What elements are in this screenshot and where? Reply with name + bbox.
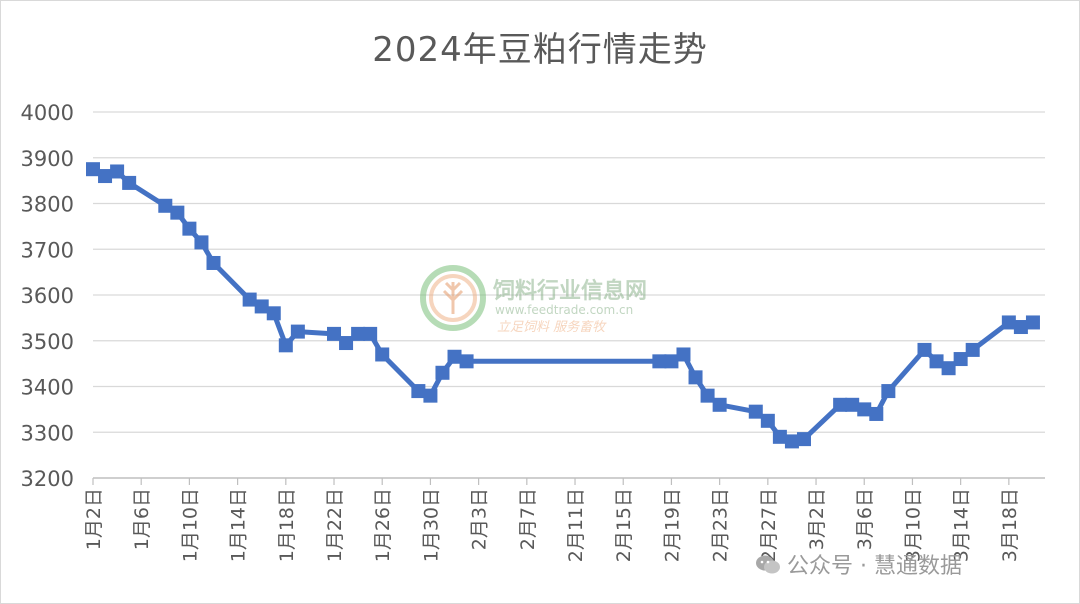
watermark-slogan: 立足饲料 服务畜牧: [497, 319, 607, 335]
data-point-marker: [881, 384, 896, 399]
y-axis: 3200 3300 3400 3500 3600 3700 3800 3900 4000: [21, 101, 74, 491]
y-tick-label: 3700: [21, 238, 74, 262]
data-point-marker: [375, 347, 390, 362]
y-tick-label: 3200: [21, 467, 74, 491]
data-point-marker: [290, 324, 305, 339]
x-tick-label: 3月6日: [854, 488, 876, 550]
data-point-marker: [423, 388, 438, 403]
x-axis: 1月2日 1月6日 1月10日 1月14日 1月18日 1月22日 1月26日 1月30日 2月…: [83, 478, 1021, 562]
data-point-marker: [1013, 320, 1028, 335]
x-tick-label: 2月3日: [469, 488, 491, 550]
data-point-marker: [917, 342, 932, 357]
footer-text: 公众号 · 慧通数据: [787, 554, 962, 579]
data-point-marker: [869, 406, 884, 421]
data-point-marker: [1025, 315, 1040, 330]
series-markers: [86, 162, 1040, 449]
data-point-marker: [242, 292, 257, 307]
x-tick-label: 1月2日: [83, 488, 105, 550]
y-tick-label: 3900: [21, 147, 74, 171]
x-tick-label: 3月10日: [902, 488, 924, 562]
data-point-marker: [652, 354, 667, 369]
x-tick-label: 1月14日: [228, 488, 250, 562]
data-point-marker: [206, 255, 221, 270]
data-point-marker: [86, 162, 100, 177]
data-point-marker: [772, 429, 787, 444]
x-tick-label: 2月11日: [565, 488, 587, 562]
data-point-marker: [339, 336, 354, 351]
wheat-logo-icon: [420, 265, 486, 331]
x-tick-label: 1月18日: [276, 488, 298, 562]
data-point-marker: [266, 306, 281, 321]
y-tick-label: 3400: [21, 376, 74, 400]
data-point-marker: [110, 164, 125, 179]
data-point-marker: [965, 342, 980, 357]
x-tick-label: 1月10日: [179, 488, 201, 562]
data-point-marker: [712, 397, 727, 412]
x-tick-label: 2月15日: [613, 488, 635, 562]
data-point-marker: [833, 397, 848, 412]
x-tick-label: 2月27日: [758, 488, 780, 562]
wechat-icon: [756, 555, 780, 574]
x-tick-label: 3月2日: [806, 488, 828, 550]
data-point-marker: [158, 198, 173, 213]
x-tick-label: 1月22日: [324, 488, 346, 562]
data-point-marker: [122, 175, 137, 190]
x-tick-label: 1月30日: [420, 488, 442, 562]
data-point-marker: [748, 404, 763, 419]
data-point-marker: [194, 235, 209, 250]
data-point-marker: [700, 388, 715, 403]
data-point-marker: [760, 413, 775, 428]
y-tick-label: 3500: [21, 330, 74, 354]
watermark: 饲料行业信息网 www.feedtrade.com.cn 立足饲料 服务畜牧: [420, 265, 647, 335]
x-tick-label: 3月18日: [999, 488, 1021, 562]
y-tick-label: 3800: [21, 193, 74, 217]
data-point-marker: [351, 326, 366, 341]
data-point-marker: [664, 354, 679, 369]
x-tick-label: 2月19日: [661, 488, 683, 562]
data-point-marker: [411, 384, 426, 399]
footer-brand: 公众号 · 慧通数据: [755, 548, 962, 580]
x-tick-label: 2月23日: [710, 488, 732, 562]
chart-title: 2024年豆粕行情走势: [372, 30, 708, 70]
y-tick-label: 3300: [21, 421, 74, 445]
data-point-marker: [254, 299, 269, 314]
data-point-marker: [278, 338, 293, 353]
data-point-marker: [98, 169, 113, 184]
x-tick-label: 1月26日: [372, 488, 394, 562]
data-point-marker: [363, 326, 378, 341]
x-tick-label: 1月6日: [131, 488, 153, 550]
data-point-marker: [676, 347, 691, 362]
data-point-marker: [941, 361, 956, 376]
y-tick-label: 3600: [21, 284, 74, 308]
grid-lines: [93, 111, 1045, 479]
data-point-marker: [459, 354, 474, 369]
data-point-marker: [857, 402, 872, 417]
x-tick-label: 2月7日: [517, 488, 539, 550]
data-point-marker: [796, 432, 811, 447]
x-tick-label: 3月14日: [951, 488, 973, 562]
data-point-marker: [327, 326, 342, 341]
watermark-name: 饲料行业信息网: [492, 278, 647, 304]
data-point-marker: [170, 205, 185, 220]
data-point-marker: [182, 221, 197, 236]
data-point-marker: [845, 397, 860, 412]
data-point-marker: [447, 349, 462, 364]
watermark-url: www.feedtrade.com.cn: [495, 303, 633, 317]
data-point-marker: [435, 365, 450, 380]
data-point-marker: [688, 370, 703, 385]
data-point-marker: [1001, 315, 1016, 330]
data-point-marker: [784, 434, 799, 449]
y-tick-label: 4000: [21, 101, 74, 125]
data-point-marker: [929, 354, 944, 369]
data-point-marker: [953, 352, 968, 367]
